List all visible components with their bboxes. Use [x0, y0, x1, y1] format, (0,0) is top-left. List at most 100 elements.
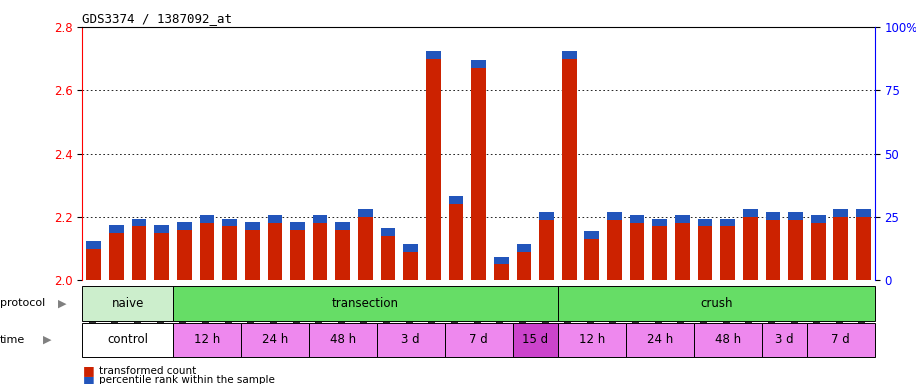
Bar	[358, 209, 373, 217]
Text: transformed count: transformed count	[99, 366, 196, 376]
Bar	[444, 323, 513, 357]
Text: ■: ■	[82, 374, 94, 384]
Bar	[471, 68, 486, 280]
Bar	[513, 323, 558, 357]
Bar	[358, 217, 373, 280]
Bar	[629, 223, 645, 280]
Text: 3 d: 3 d	[401, 333, 420, 346]
Bar	[381, 236, 396, 280]
Bar	[629, 215, 645, 223]
Text: percentile rank within the sample: percentile rank within the sample	[99, 375, 275, 384]
Bar	[109, 225, 124, 233]
Text: ■: ■	[82, 364, 94, 377]
Bar	[558, 286, 875, 321]
Bar	[426, 51, 441, 58]
Bar	[335, 222, 350, 230]
Bar	[403, 252, 418, 280]
Text: naive: naive	[112, 297, 144, 310]
Bar	[584, 231, 599, 239]
Text: transection: transection	[332, 297, 399, 310]
Text: 3 d: 3 d	[775, 333, 793, 346]
Bar	[517, 244, 531, 252]
Bar	[652, 227, 667, 280]
Text: 12 h: 12 h	[194, 333, 220, 346]
Bar	[834, 217, 848, 280]
Bar	[173, 323, 241, 357]
Bar	[675, 215, 690, 223]
Text: 48 h: 48 h	[714, 333, 741, 346]
Bar	[449, 196, 463, 204]
Text: GDS3374 / 1387092_at: GDS3374 / 1387092_at	[82, 12, 233, 25]
Bar	[811, 223, 825, 280]
Text: 24 h: 24 h	[262, 333, 288, 346]
Bar	[312, 223, 328, 280]
Text: ▶: ▶	[58, 298, 66, 308]
Bar	[788, 212, 803, 220]
Text: 7 d: 7 d	[832, 333, 850, 346]
Bar	[335, 230, 350, 280]
Text: control: control	[107, 333, 148, 346]
Bar	[449, 204, 463, 280]
Bar	[245, 230, 259, 280]
Text: 48 h: 48 h	[330, 333, 355, 346]
Bar	[743, 217, 758, 280]
Bar	[834, 209, 848, 217]
Bar	[626, 323, 693, 357]
Bar	[223, 227, 237, 280]
Bar	[267, 215, 282, 223]
Bar	[241, 323, 309, 357]
Bar	[109, 233, 124, 280]
Bar	[720, 218, 735, 227]
Bar	[698, 227, 713, 280]
Bar	[494, 257, 508, 265]
Bar	[720, 227, 735, 280]
Bar	[807, 323, 875, 357]
Text: 15 d: 15 d	[522, 333, 549, 346]
Bar	[173, 286, 558, 321]
Bar	[132, 218, 147, 227]
Bar	[376, 323, 444, 357]
Bar	[675, 223, 690, 280]
Bar	[517, 252, 531, 280]
Bar	[766, 220, 780, 280]
Bar	[494, 265, 508, 280]
Bar	[562, 58, 576, 280]
Bar	[177, 230, 191, 280]
Text: 7 d: 7 d	[469, 333, 488, 346]
Bar	[309, 323, 376, 357]
Text: 24 h: 24 h	[647, 333, 673, 346]
Bar	[788, 220, 803, 280]
Bar	[856, 209, 871, 217]
Bar	[381, 228, 396, 236]
Bar	[693, 323, 761, 357]
Bar	[154, 233, 169, 280]
Bar	[562, 51, 576, 58]
Bar	[761, 323, 807, 357]
Bar	[698, 218, 713, 227]
Bar	[558, 323, 626, 357]
Bar	[223, 218, 237, 227]
Bar	[766, 212, 780, 220]
Bar	[607, 212, 622, 220]
Bar	[811, 215, 825, 223]
Bar	[86, 248, 101, 280]
Text: protocol: protocol	[0, 298, 45, 308]
Bar	[82, 323, 173, 357]
Bar	[426, 58, 441, 280]
Bar	[290, 230, 305, 280]
Bar	[245, 222, 259, 230]
Bar	[607, 220, 622, 280]
Text: crush: crush	[700, 297, 733, 310]
Bar	[540, 220, 554, 280]
Bar	[200, 223, 214, 280]
Text: ▶: ▶	[43, 335, 51, 345]
Bar	[856, 217, 871, 280]
Bar	[86, 241, 101, 248]
Text: 12 h: 12 h	[579, 333, 605, 346]
Bar	[584, 239, 599, 280]
Text: time: time	[0, 335, 26, 345]
Bar	[154, 225, 169, 233]
Bar	[200, 215, 214, 223]
Bar	[267, 223, 282, 280]
Bar	[403, 244, 418, 252]
